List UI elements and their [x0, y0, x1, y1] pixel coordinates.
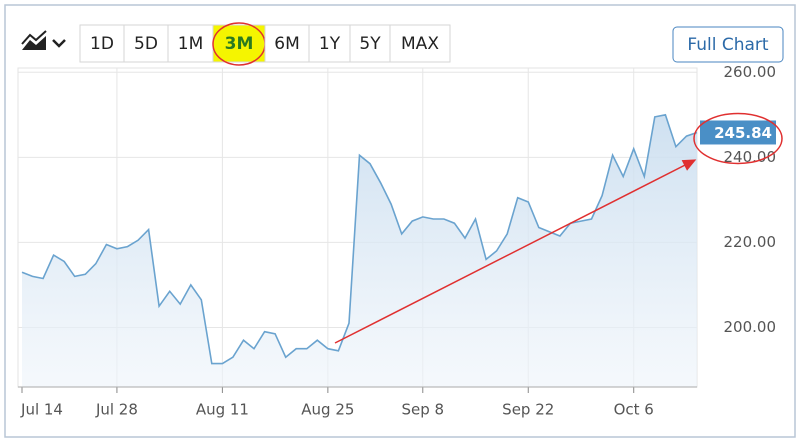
range-button[interactable]: 6M	[264, 24, 310, 63]
range-button[interactable]: 5Y	[349, 24, 391, 63]
last-value-label: 245.84	[714, 124, 772, 142]
x-tick-label: Oct 6	[614, 401, 654, 419]
area	[22, 114, 697, 388]
button-label: 1M	[178, 34, 203, 54]
button-bg	[123, 24, 169, 63]
y-tick-label: 260.00	[724, 63, 777, 81]
button-bg	[264, 24, 310, 63]
price-line	[21, 113, 698, 365]
button-label: Full Chart	[687, 35, 769, 55]
y-tick-label: 240.00	[724, 148, 777, 166]
x-tick-label: Jul 28	[95, 401, 138, 419]
y-tick-label: 220.00	[724, 233, 777, 251]
button-label: 3M	[225, 34, 254, 54]
button-label: 1D	[90, 34, 114, 54]
range-button[interactable]: 1M	[167, 24, 214, 63]
button-label: 5D	[134, 34, 158, 54]
last-value-badge	[700, 120, 776, 145]
x-tick-label: Sep 22	[502, 401, 554, 419]
button-bg	[79, 24, 125, 63]
x-tick-label: Aug 11	[196, 401, 249, 419]
highlight-circle	[693, 112, 783, 165]
button-label: 6M	[274, 34, 299, 54]
x-tick-label: Sep 8	[401, 401, 444, 419]
button-bg	[167, 24, 214, 63]
x-tick-label: Jul 14	[20, 401, 63, 419]
chart-type-icon[interactable]	[21, 30, 66, 50]
x-tick-label: Aug 25	[301, 401, 354, 419]
button-label: MAX	[401, 34, 439, 54]
range-button[interactable]: MAX	[389, 24, 451, 63]
full-chart-button[interactable]: Full Chart	[672, 26, 784, 63]
y-tick-label: 200.00	[724, 318, 777, 336]
button-label: 1Y	[319, 34, 341, 54]
range-button[interactable]: 1Y	[308, 24, 351, 63]
range-button[interactable]: 3M	[212, 22, 266, 66]
range-button[interactable]: 5D	[123, 24, 169, 63]
button-bg	[389, 24, 451, 63]
range-button[interactable]: 1D	[79, 24, 125, 63]
button-label: 5Y	[359, 34, 381, 54]
annotation-arrow	[334, 159, 697, 344]
